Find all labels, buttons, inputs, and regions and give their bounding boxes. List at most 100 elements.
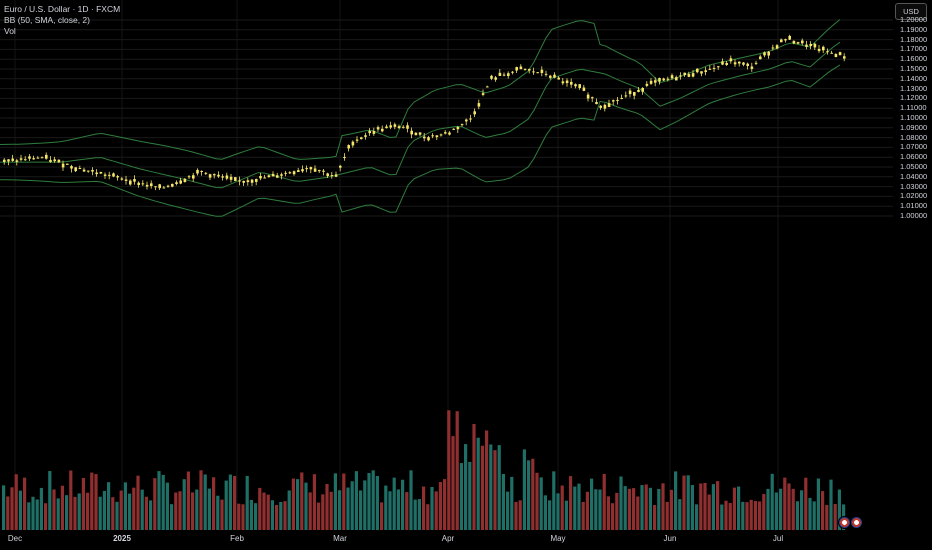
candle-body [74, 167, 77, 172]
candle-body [204, 172, 208, 174]
volume-bar [648, 487, 652, 530]
candle-body [259, 175, 262, 179]
volume-bar [56, 498, 60, 530]
volume-bar [380, 502, 384, 530]
candle-body [641, 87, 644, 92]
candle-body [528, 69, 531, 71]
time-tick-label: Dec [7, 534, 23, 543]
candle-body [549, 75, 552, 78]
volume-bar [409, 470, 413, 530]
volume-bar [384, 485, 388, 530]
candle-body [662, 78, 665, 81]
volume-bar [699, 483, 703, 530]
candle-body [162, 187, 166, 189]
volume-bar [476, 437, 480, 530]
volume-bar [270, 500, 274, 530]
volume-bar [594, 489, 598, 530]
volume-bar [308, 492, 312, 530]
volume-bar [6, 496, 10, 530]
candle-body [292, 171, 296, 175]
candle-body [498, 72, 502, 76]
volume-bar [619, 476, 623, 530]
volume-bar [304, 482, 308, 530]
volume-bar [44, 503, 48, 530]
candle-body [586, 94, 590, 99]
candle-body [217, 174, 220, 177]
candle-body [150, 183, 153, 186]
volume-bar [396, 489, 400, 530]
candle-body [826, 51, 829, 53]
volume-bar [90, 472, 94, 530]
volume-bar [153, 478, 157, 530]
volume-bar [212, 477, 216, 530]
volume-bar [451, 436, 455, 530]
volume-bar [275, 504, 279, 530]
price-tick-label: 1.05000 [900, 162, 928, 171]
candle-body [322, 170, 325, 172]
candle-body [767, 51, 770, 56]
candle-body [221, 176, 224, 178]
candle-body [649, 80, 653, 84]
price-axis[interactable]: 1.20000 1.19000 1.18000 1.17000 1.16000 1.150… [893, 0, 932, 550]
candle-body [431, 135, 434, 137]
candle-body [255, 179, 258, 182]
candle-body [574, 84, 577, 87]
volume-indicator-label[interactable]: Vol [4, 26, 16, 36]
volume-bar [552, 471, 556, 530]
volume-bar [182, 479, 186, 530]
volume-bar [535, 472, 539, 530]
volume-bar [2, 485, 6, 530]
volume-bar [86, 492, 90, 530]
candle-body [423, 136, 426, 139]
candle-body [276, 175, 279, 178]
currency-selector[interactable]: USD [895, 3, 927, 20]
candle-body [553, 74, 556, 78]
volume-bar [426, 504, 430, 530]
volume-bar [123, 482, 127, 530]
candle-body [805, 44, 808, 47]
volume-bar [10, 487, 14, 530]
volume-bar [98, 496, 102, 530]
volume-bar [585, 491, 589, 530]
volume-bar [392, 477, 396, 530]
volume-bar [375, 475, 379, 530]
candle-body [771, 47, 775, 49]
candle-body [70, 166, 73, 169]
candle-body [87, 170, 90, 172]
candle-body [591, 97, 594, 99]
volume-bar [598, 489, 602, 530]
candle-body [124, 179, 128, 181]
candle-body [376, 127, 380, 130]
volume-bar [716, 481, 720, 530]
candle-body [385, 126, 388, 129]
bollinger-indicator-label[interactable]: BB (50, SMA, close, 2) [4, 15, 90, 25]
symbol-title[interactable]: Euro / U.S. Dollar · 1D · FXCM [4, 4, 121, 14]
candle-body [687, 74, 691, 77]
bollinger-lower-line [0, 64, 841, 217]
candle-body [511, 71, 514, 73]
volume-bar [195, 489, 199, 530]
candle-body [196, 169, 199, 174]
volume-bar [464, 444, 468, 530]
volume-bar [821, 491, 825, 530]
candle-body [738, 61, 741, 64]
volume-bar [522, 449, 526, 530]
candle-body [729, 58, 733, 62]
candle-body [19, 158, 23, 160]
price-tick-label: 1.04000 [900, 171, 928, 181]
candle-body [175, 182, 178, 184]
volume-bar [560, 485, 564, 530]
candle-body [179, 180, 182, 184]
candle-body [313, 168, 317, 172]
candle-body [696, 68, 699, 73]
volume-bar [636, 496, 640, 530]
volume-bar [422, 486, 426, 530]
volume-bar [661, 483, 665, 530]
us-flag-icon[interactable] [850, 516, 863, 529]
candle-body [28, 156, 31, 159]
volume-bar [115, 501, 119, 530]
candle-body [183, 178, 187, 183]
candle-body [637, 89, 640, 92]
volume-bar [220, 499, 224, 530]
